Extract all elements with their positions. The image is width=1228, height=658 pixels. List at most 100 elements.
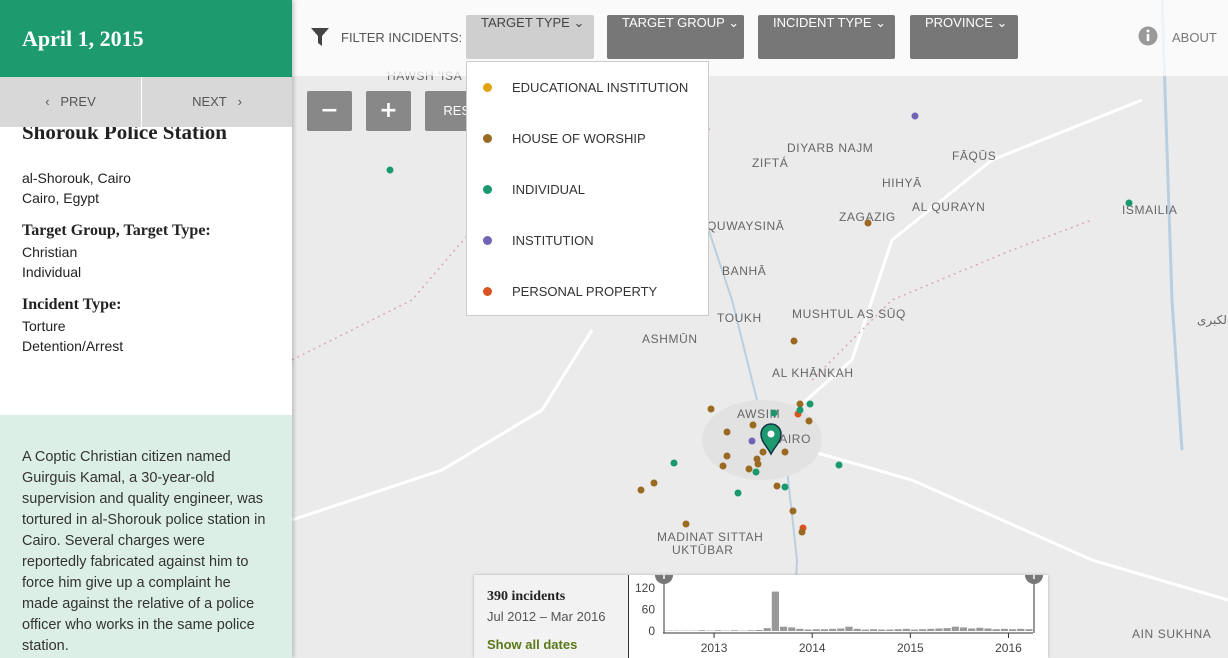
histogram-bar	[763, 628, 771, 631]
item-label: EDUCATIONAL INSTITUTION	[512, 80, 689, 95]
location-line: al-Shorouk, Cairo	[22, 170, 131, 186]
place-label: AL KHĀNKAH	[772, 366, 854, 380]
filter-button-label: TARGET TYPE	[481, 15, 570, 30]
incident-dot	[835, 461, 843, 469]
incident-dot	[682, 520, 690, 528]
place-label: ASHMŪN	[642, 332, 698, 346]
incident-dot	[770, 409, 778, 417]
filter-label: FILTER INCIDENTS:	[341, 30, 463, 45]
histogram-bar	[1017, 628, 1025, 631]
range-handle[interactable]	[1025, 575, 1043, 633]
filter-button[interactable]: TARGET GROUP ⌄	[607, 15, 744, 59]
dropdown-menu: EDUCATIONAL INSTITUTION HOUSE OF WORSHIP I…	[466, 61, 709, 316]
histogram-bar	[910, 629, 918, 631]
histogram: 0 60 120 2013 2014 2015 2016	[635, 575, 1043, 655]
about-icon[interactable]	[1138, 26, 1158, 46]
incident-dot	[781, 448, 789, 456]
incident-dot	[707, 405, 715, 413]
item-label: INSTITUTION	[512, 233, 594, 248]
incident-dot	[734, 489, 742, 497]
selected-marker	[760, 423, 782, 456]
color-dot	[483, 287, 492, 296]
dropdown-item[interactable]: INDIVIDUAL	[467, 164, 710, 215]
handle-knob	[655, 575, 673, 584]
description: A Coptic Christian citizen named Guirgui…	[0, 415, 292, 658]
x-tick-label: 2016	[995, 641, 1022, 655]
histogram-bar	[935, 628, 943, 631]
place-label: MADINAT SITTAH	[657, 530, 763, 544]
histogram-bar	[812, 629, 820, 631]
color-dot	[483, 185, 492, 194]
x-tick-label: 2014	[799, 641, 826, 655]
incident-dot	[790, 337, 798, 345]
road	[771, 98, 1143, 432]
histogram-bar	[747, 630, 755, 631]
y-tick-label: 60	[642, 603, 656, 617]
place-label: UKTŪBAR	[672, 543, 734, 557]
incident-dot	[789, 507, 797, 515]
incident-dot	[650, 479, 658, 487]
incident-dot	[748, 437, 756, 445]
place-label: ZAGAZIG	[839, 210, 896, 224]
dropdown-item[interactable]: EDUCATIONAL INSTITUTION	[467, 62, 710, 113]
histogram-bar	[959, 627, 968, 631]
place-label: DIYARB NAJM	[787, 141, 873, 155]
place-label: ISMAILIA	[1122, 203, 1177, 217]
dropdown-item[interactable]: INSTITUTION	[467, 215, 710, 266]
prev-button[interactable]: ‹ PREV	[0, 77, 141, 127]
histogram-bar	[788, 627, 796, 631]
next-button[interactable]: NEXT ›	[142, 77, 292, 127]
histogram-bar	[861, 629, 869, 631]
filter-button[interactable]: PROVINCE ⌄	[910, 15, 1018, 59]
filter-button-label: INCIDENT TYPE	[773, 15, 872, 30]
section-heading: Target Group, Target Type:	[22, 222, 211, 239]
zoom-in[interactable]: +	[366, 91, 411, 131]
histogram-bar	[869, 629, 878, 631]
prev-label: PREV	[60, 94, 96, 109]
histogram-bar	[780, 626, 788, 631]
histogram-bar	[820, 629, 829, 631]
dropdown-item[interactable]: PERSONAL PROPERTY	[467, 266, 710, 317]
incident-dot	[719, 462, 727, 470]
dropdown-item[interactable]: HOUSE OF WORSHIP	[467, 113, 710, 164]
place-label: TOUKH	[717, 311, 762, 325]
road	[292, 329, 594, 522]
item-label: INDIVIDUAL	[512, 182, 585, 197]
histogram-bar	[829, 628, 837, 631]
incident-dot	[745, 465, 753, 473]
incident-dot	[723, 428, 731, 436]
road	[771, 438, 1228, 602]
incident-dot	[911, 112, 919, 120]
color-dot	[483, 236, 492, 245]
y-tick-label: 0	[648, 624, 655, 638]
incident-dots	[386, 112, 1133, 536]
color-dot	[483, 134, 492, 143]
histogram-bar	[878, 629, 886, 631]
incident-dot	[796, 406, 804, 414]
item-label: PERSONAL PROPERTY	[512, 284, 658, 299]
incident-dot	[749, 421, 757, 429]
sidebar: Shorouk Police Station al-Shorouk, Cairo…	[0, 0, 292, 658]
histogram-bar	[845, 626, 853, 631]
date-range: Jul 2012 – Mar 2016	[487, 609, 606, 624]
incident-dot	[386, 166, 394, 174]
histogram-bar	[894, 629, 902, 631]
handle-knob	[1025, 575, 1043, 584]
filter-button[interactable]: INCIDENT TYPE ⌄	[758, 15, 895, 59]
incident-details: Shorouk Police Station al-Shorouk, Cairo…	[0, 127, 292, 415]
incident-dot	[637, 486, 645, 494]
y-tick-label: 120	[635, 581, 655, 595]
about-link[interactable]: ABOUT	[1172, 30, 1217, 45]
incident-dot	[754, 460, 762, 468]
histogram-bar	[1000, 628, 1008, 631]
zoom-out[interactable]: −	[307, 91, 352, 131]
show-all-link[interactable]: Show all dates	[487, 637, 578, 652]
filter-button[interactable]: TARGET TYPE ⌄	[466, 15, 594, 59]
x-tick-label: 2015	[897, 641, 924, 655]
range-handle[interactable]	[655, 575, 673, 633]
histogram-bar	[714, 630, 722, 631]
incident-dot	[752, 468, 760, 476]
incident-dot	[670, 459, 678, 467]
histogram-bar	[886, 629, 894, 631]
